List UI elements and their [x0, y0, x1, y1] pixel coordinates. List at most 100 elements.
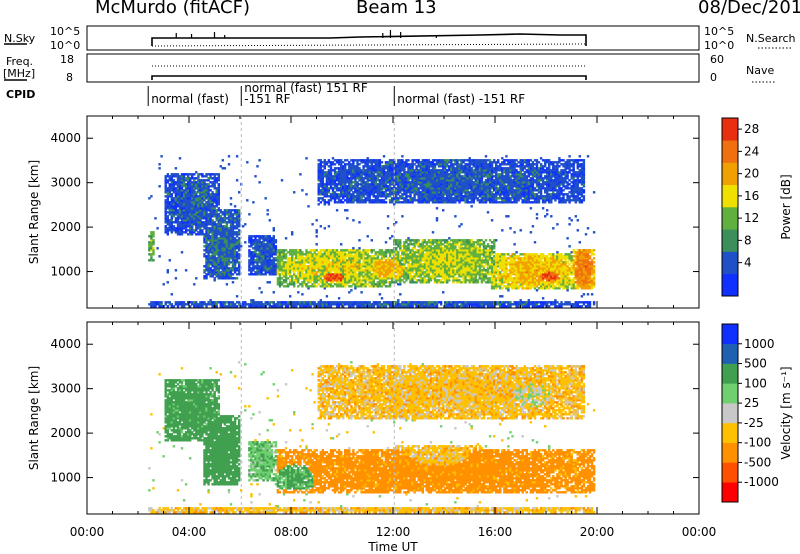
- heatmap-cell: [337, 253, 341, 256]
- heatmap-cell: [238, 233, 241, 236]
- heatmap-cell: [184, 303, 188, 306]
- heatmap-cell: [229, 303, 233, 306]
- heatmap-cell: [211, 229, 214, 232]
- heatmap-cell: [223, 259, 227, 262]
- heatmap-cell: [227, 241, 231, 244]
- heatmap-cell: [227, 251, 231, 254]
- heatmap-cell: [276, 277, 280, 280]
- heatmap-cell: [227, 221, 231, 224]
- heatmap-cell: [256, 257, 259, 260]
- heatmap-cell: [225, 235, 229, 238]
- heatmap-cell: [386, 249, 390, 252]
- heatmap-cell: [382, 283, 386, 286]
- heatmap-cell: [388, 271, 392, 274]
- heatmap-cell: [335, 249, 339, 252]
- heatmap-cell: [348, 177, 351, 180]
- heatmap-cell: [307, 269, 310, 272]
- heatmap-cell: [333, 279, 337, 282]
- freq-strip: Freq. [MHz] 18 8 60 0 Nave: [3, 53, 776, 84]
- heatmap-cell: [350, 281, 353, 284]
- heatmap-cell: [233, 233, 237, 236]
- heatmap-cell: [272, 227, 275, 230]
- heatmap-cell: [344, 265, 347, 268]
- heatmap-cell: [352, 159, 355, 162]
- heatmap-cell: [191, 199, 194, 202]
- heatmap-cell: [215, 205, 218, 208]
- heatmap-cell: [207, 269, 210, 272]
- heatmap-cell: [203, 191, 206, 194]
- heatmap-cell: [344, 193, 347, 196]
- heatmap-cell: [211, 183, 214, 186]
- heatmap-cell: [152, 249, 155, 252]
- heatmap-cell: [321, 265, 324, 268]
- date-label: 08/Dec/2014: [698, 0, 800, 18]
- heatmap-cell: [164, 189, 167, 192]
- heatmap-cell: [311, 259, 314, 262]
- heatmap-cell: [321, 267, 324, 270]
- heatmap-cell: [307, 271, 310, 274]
- heatmap-cell: [331, 275, 335, 278]
- heatmap-cell: [201, 231, 204, 234]
- heatmap-cell: [337, 189, 341, 192]
- heatmap-cell: [182, 193, 186, 196]
- heatmap-cell: [223, 267, 227, 270]
- heatmap-cell: [380, 185, 384, 188]
- heatmap-cell: [364, 285, 367, 288]
- heatmap-cell: [368, 303, 371, 306]
- heatmap-cell: [235, 301, 239, 304]
- heatmap-cell: [213, 225, 216, 228]
- heatmap-cell: [380, 161, 384, 164]
- heatmap-cell: [217, 249, 220, 252]
- heatmap-cell: [450, 243, 453, 246]
- heatmap-cell: [154, 305, 157, 308]
- heatmap-cell: [356, 259, 359, 262]
- heatmap-cell: [370, 159, 373, 162]
- heatmap-cell: [229, 229, 233, 232]
- heatmap-cell: [319, 301, 322, 304]
- heatmap-cell: [231, 249, 235, 252]
- heatmap-cell: [260, 245, 263, 248]
- heatmap-cell: [327, 195, 331, 198]
- heatmap-cell: [307, 255, 310, 258]
- heatmap-cell: [329, 181, 333, 184]
- heatmap-cell: [289, 275, 292, 278]
- heatmap-cell: [354, 271, 357, 274]
- heatmap-cell: [184, 173, 188, 176]
- heatmap-cell: [260, 237, 263, 240]
- heatmap-cell: [340, 251, 343, 254]
- heatmap-cell: [199, 217, 202, 220]
- heatmap-cell: [337, 199, 341, 202]
- heatmap-cell: [344, 303, 347, 306]
- heatmap-cell: [180, 211, 184, 214]
- heatmap-cell: [223, 277, 227, 280]
- heatmap-cell: [231, 259, 235, 262]
- heatmap-cell: [174, 167, 178, 170]
- heatmap-cell: [289, 265, 292, 268]
- heatmap-cell: [248, 253, 251, 256]
- heatmap-cell: [276, 265, 280, 268]
- heatmap-cell: [191, 187, 194, 190]
- heatmap-cell: [215, 231, 218, 234]
- heatmap-cell: [344, 285, 347, 288]
- heatmap-cell: [329, 161, 333, 164]
- heatmap-cell: [286, 263, 290, 266]
- heatmap-cell: [227, 219, 231, 222]
- heatmap-cell: [352, 269, 355, 272]
- heatmap-cell: [166, 269, 169, 272]
- heatmap-cell: [340, 281, 343, 284]
- heatmap-cell: [368, 301, 371, 304]
- heatmap-cell: [201, 193, 204, 196]
- heatmap-cell: [425, 241, 428, 244]
- heatmap-cell: [342, 177, 345, 180]
- heatmap-cell: [401, 155, 404, 158]
- heatmap-cell: [203, 181, 206, 184]
- heatmap-cell: [274, 265, 278, 268]
- heatmap-cell: [221, 269, 224, 272]
- heatmap-cell: [299, 269, 302, 272]
- heatmap-cell: [352, 193, 355, 196]
- heatmap-cell: [319, 279, 322, 282]
- heatmap-cell: [209, 261, 212, 264]
- heatmap-cell: [305, 283, 308, 286]
- heatmap-cell: [327, 279, 331, 282]
- heatmap-cell: [203, 241, 206, 244]
